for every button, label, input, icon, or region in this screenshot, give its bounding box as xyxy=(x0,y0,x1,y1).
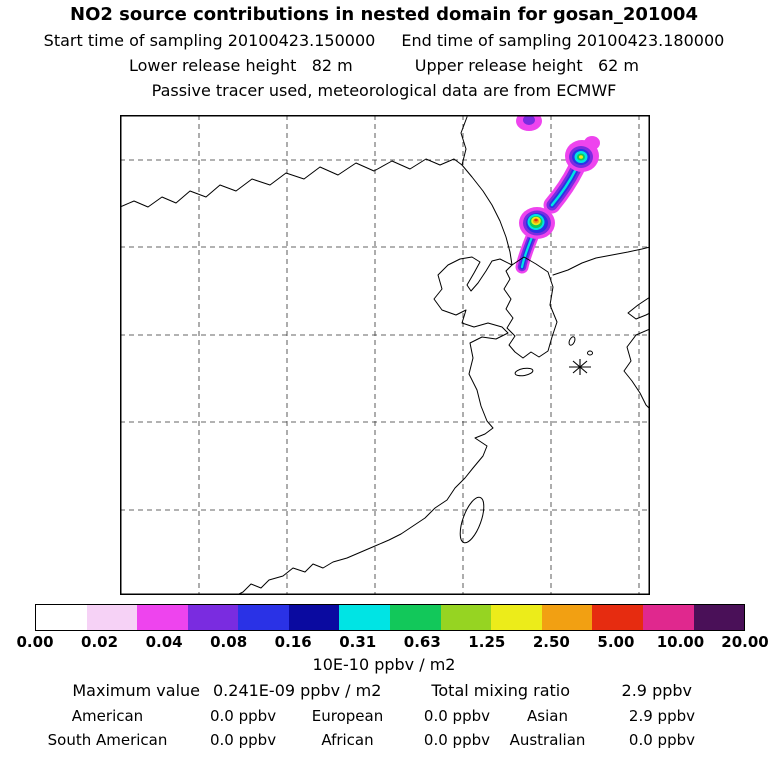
colorbar-cell xyxy=(693,605,745,630)
region-grid: American 0.0 ppbv European 0.0 ppbv Asian 2.9… xyxy=(5,707,695,749)
colorbar-tick-label: 0.02 xyxy=(81,633,119,651)
region-value: 0.0 ppbv xyxy=(628,731,695,749)
max-value-label: Maximum value xyxy=(72,681,200,700)
colorbar-tick-label: 0.31 xyxy=(339,633,377,651)
max-stats-row: Maximum value 0.241E-09 ppbv / m2 Total … xyxy=(0,681,692,700)
russia-sea-of-japan-coast xyxy=(552,246,650,276)
honshu-coast xyxy=(627,296,650,320)
upper-release-text: Upper release height 62 m xyxy=(414,56,639,75)
colorbar-cell xyxy=(288,605,340,630)
jeju-island xyxy=(514,367,534,377)
end-time-text: End time of sampling 20100423.180000 xyxy=(401,31,725,50)
plume xyxy=(515,115,600,274)
kyushu-coast xyxy=(623,328,650,410)
colorbar-tick-label: 10.00 xyxy=(656,633,705,651)
colorbar-cell xyxy=(440,605,492,630)
region-value: 2.9 ppbv xyxy=(628,707,695,725)
colorbar-tick-label: 0.00 xyxy=(16,633,54,651)
tsushima-island xyxy=(568,336,576,346)
colorbar-cell xyxy=(541,605,593,630)
colorbar-cell xyxy=(390,605,441,630)
total-mixing-ratio-value: 2.9 ppbv xyxy=(621,681,692,700)
tracer-text: Passive tracer used, meteorological data… xyxy=(151,81,617,100)
colorbar-tick-label: 2.50 xyxy=(532,633,570,651)
colorbar-cell xyxy=(36,605,87,630)
lower-release-text: Lower release height 82 m xyxy=(129,56,353,75)
colorbar-tick-label: 20.00 xyxy=(721,633,768,651)
colorbar-tick-label: 0.08 xyxy=(210,633,248,651)
max-value: 0.241E-09 ppbv / m2 xyxy=(213,681,382,700)
taiwan-island xyxy=(459,496,485,544)
region-value: 0.0 ppbv xyxy=(210,731,277,749)
total-mixing-ratio-label: Total mixing ratio xyxy=(431,681,570,700)
gridlines xyxy=(120,115,650,595)
colorbar-ticks: 0.00 0.02 0.04 0.08 0.16 0.31 0.63 1.25 2.50 5.00… xyxy=(16,633,768,651)
region-name: South American xyxy=(47,731,168,749)
region-name: Australian xyxy=(509,731,586,749)
region-value: 0.0 ppbv xyxy=(423,707,490,725)
colorbar-tick-label: 0.16 xyxy=(274,633,312,651)
northern-border xyxy=(120,158,463,208)
plume-hotspot xyxy=(534,218,538,222)
plume-cell xyxy=(579,155,583,159)
colorbar-unit: 10E-10 ppbv / m2 xyxy=(312,655,456,674)
colorbar-cell xyxy=(592,605,643,630)
colorbar-tick-label: 1.25 xyxy=(468,633,506,651)
plot-title: NO2 source contributions in nested domai… xyxy=(70,4,698,25)
receptor-marker-icon xyxy=(569,359,591,375)
plume-streak xyxy=(550,167,578,207)
colorbar-cell xyxy=(137,605,188,630)
region-name: African xyxy=(321,731,374,749)
sampling-times-row: Start time of sampling 20100423.150000 E… xyxy=(0,31,768,50)
tracer-info-row: Passive tracer used, meteorological data… xyxy=(0,81,768,100)
colorbar-cell xyxy=(491,605,542,630)
region-name: Asian xyxy=(527,707,568,725)
region-name: European xyxy=(311,707,384,725)
colorbar xyxy=(35,604,745,631)
coastlines xyxy=(120,116,650,595)
colorbar-tick-label: 0.04 xyxy=(145,633,183,651)
map-border xyxy=(120,115,650,595)
start-time-text: Start time of sampling 20100423.150000 xyxy=(43,31,376,50)
map xyxy=(120,115,650,595)
plume-tail xyxy=(520,235,534,269)
colorbar-cell xyxy=(187,605,239,630)
border-to-top-edge xyxy=(460,116,468,166)
region-value: 0.0 ppbv xyxy=(210,707,277,725)
colorbar-cell xyxy=(339,605,391,630)
colorbar-cell xyxy=(86,605,138,630)
china-coast xyxy=(236,256,513,595)
yalu-border xyxy=(461,164,513,266)
release-heights-row: Lower release height 82 m Upper release … xyxy=(0,56,768,75)
colorbar-cell xyxy=(238,605,289,630)
colorbar-tick-label: 5.00 xyxy=(597,633,635,651)
iki-island xyxy=(587,350,593,356)
region-value: 0.0 ppbv xyxy=(423,731,490,749)
korea-coast xyxy=(503,256,558,359)
colorbar-cell xyxy=(642,605,694,630)
plume-cell xyxy=(523,115,535,125)
region-name: American xyxy=(71,707,144,725)
colorbar-tick-label: 0.63 xyxy=(403,633,441,651)
